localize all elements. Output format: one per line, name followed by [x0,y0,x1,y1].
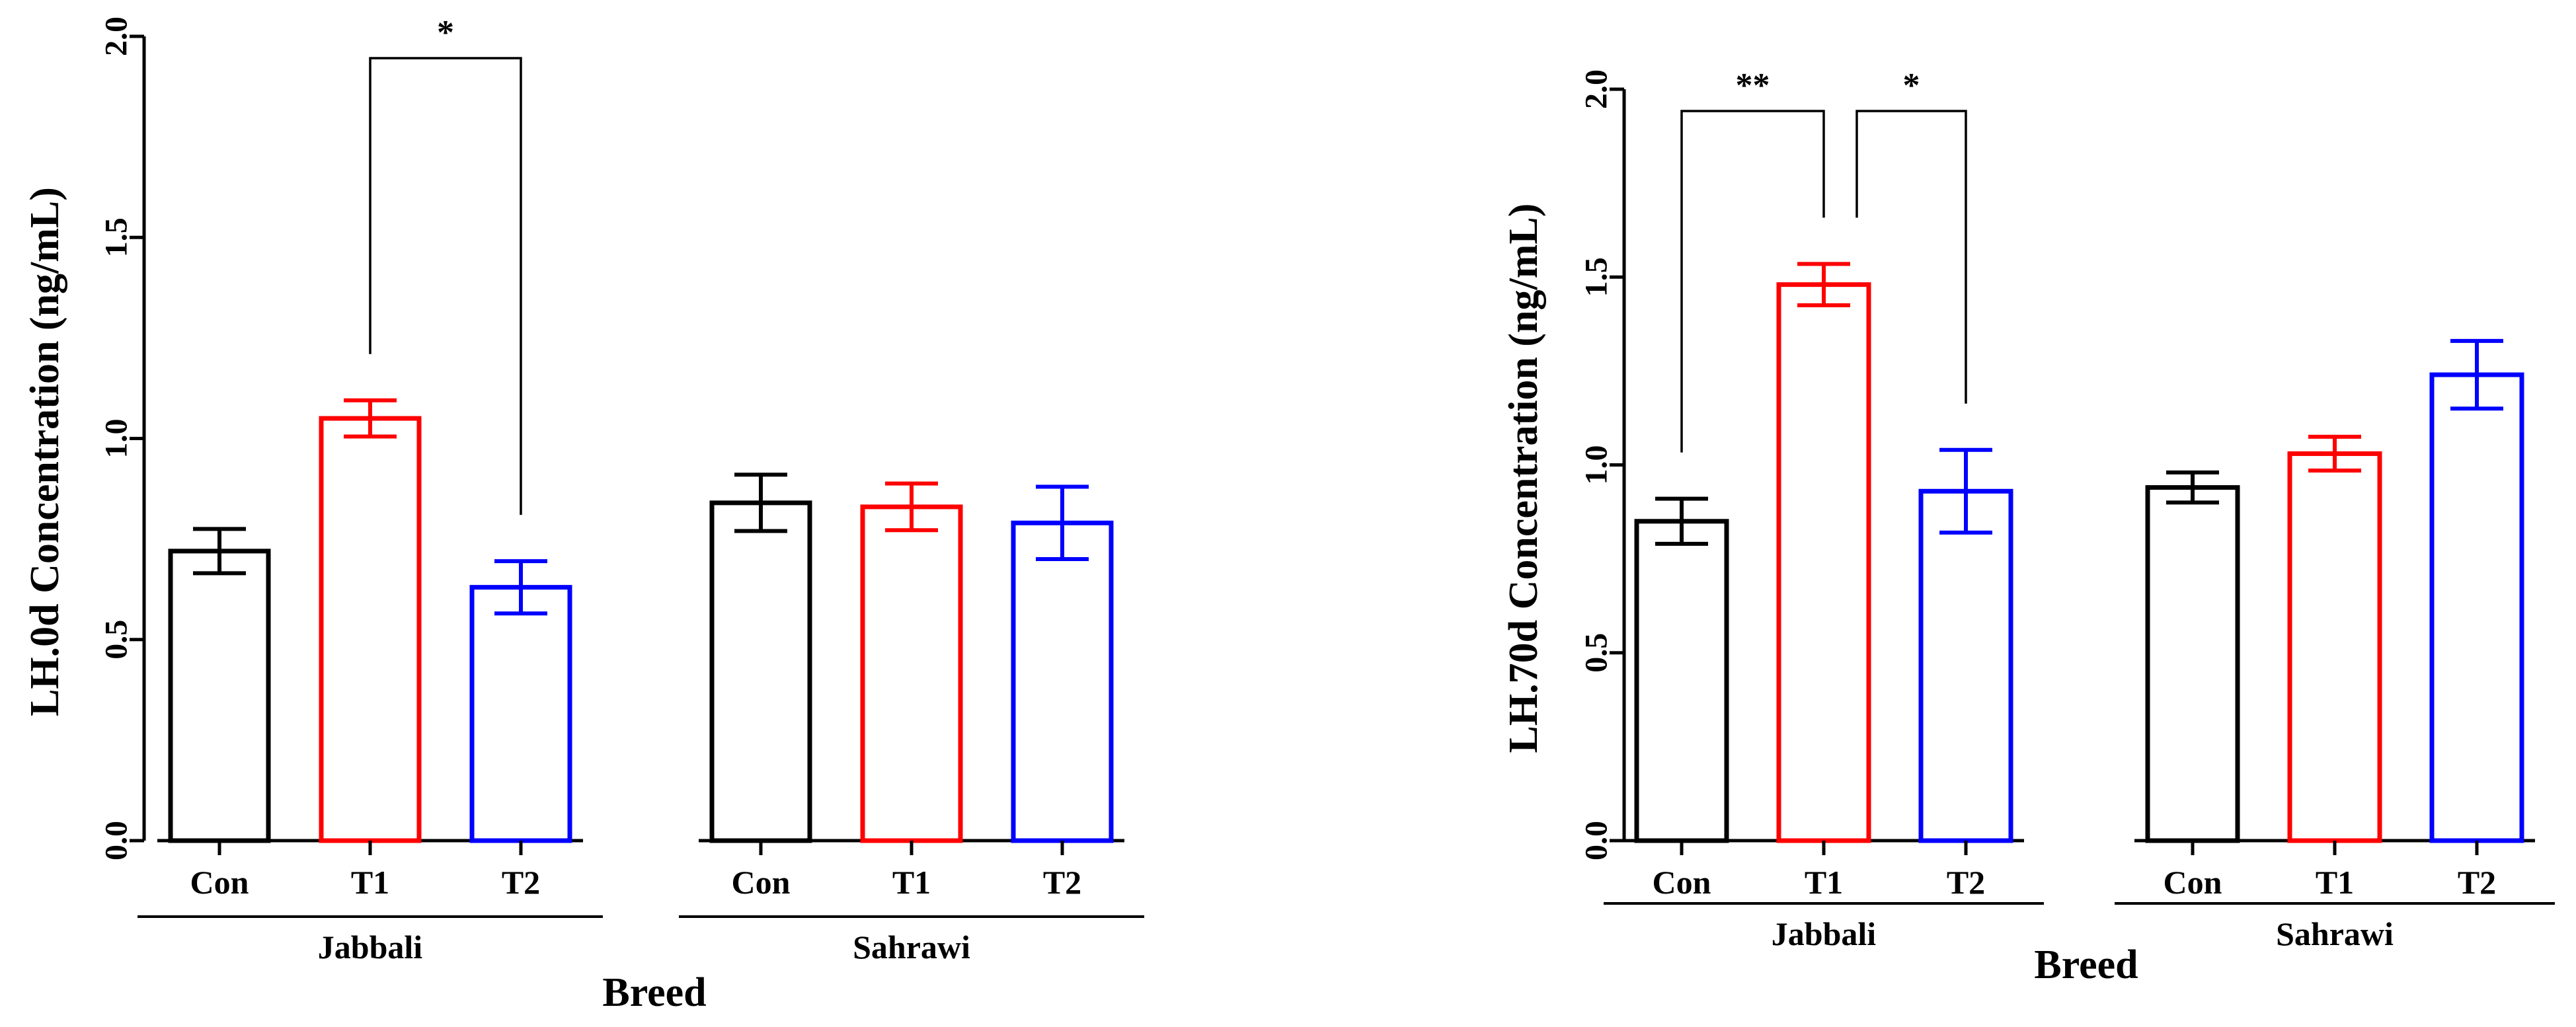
bar [2287,451,2382,843]
group-label: Jabbali [318,929,423,966]
group-label: Sahrawi [2276,915,2394,952]
significance-bracket [1855,110,1967,404]
x-tick-label: T2 [1043,864,1081,901]
significance-label: * [1903,67,1920,104]
bar [168,549,271,843]
x-tick-label: T1 [2316,864,2354,901]
y-tick-label: 0.0 [99,821,134,860]
chart-panel-lh-70d: 0.0 0.5 1.0 1.5 2.0 LH.70d Concentration (ng/… [1501,67,2555,987]
x-tick-label: Con [1653,864,1711,901]
significance-label: ** [1736,67,1770,104]
y-tick-label: 1.5 [1579,257,1614,297]
y-axis-label: LH.0d Concentration (ng/mL) [22,187,67,716]
y-tick-label: 1.5 [99,217,134,257]
bar [469,585,572,843]
group-label: Jabbali [1772,915,1877,952]
x-axis-label: Breed [602,970,706,1015]
y-tick-label: 0.0 [1579,821,1614,860]
bar [709,500,812,843]
bar [1634,519,1729,843]
y-tick-label: 0.5 [99,620,134,660]
y-tick-label: 2.0 [1579,69,1614,109]
y-axis-label: LH.70d Concentration (ng/mL) [1501,204,1546,753]
y-tick-label: 1.0 [99,419,134,459]
y-tick-label: 0.5 [1579,633,1614,673]
bar [1776,282,1871,843]
bar [1918,488,2013,843]
x-tick-label: Con [190,864,249,901]
x-tick-label: T1 [892,864,931,901]
group-label: Sahrawi [853,929,970,966]
bar [860,504,963,843]
x-axis-label: Breed [2034,942,2138,987]
significance-label: * [437,14,454,52]
bar [319,416,422,843]
bar [2145,485,2240,843]
x-tick-label: T1 [1805,864,1843,901]
x-tick-label: Con [732,864,791,901]
x-tick-label: Con [2164,864,2222,901]
x-tick-label: T2 [1947,864,1985,901]
bar [2429,372,2524,843]
y-tick-label: 2.0 [99,17,134,56]
x-tick-label: T2 [502,864,540,901]
bar [1011,520,1114,843]
x-tick-label: T1 [351,864,389,901]
x-tick-label: T2 [2458,864,2496,901]
significance-bracket [369,57,522,515]
y-tick-label: 1.0 [1579,445,1614,485]
significance-bracket [1680,110,1825,453]
chart-panel-lh-0d: 0.0 0.5 1.0 1.5 2.0 LH.0d Concentration (ng/m… [22,14,1144,1015]
